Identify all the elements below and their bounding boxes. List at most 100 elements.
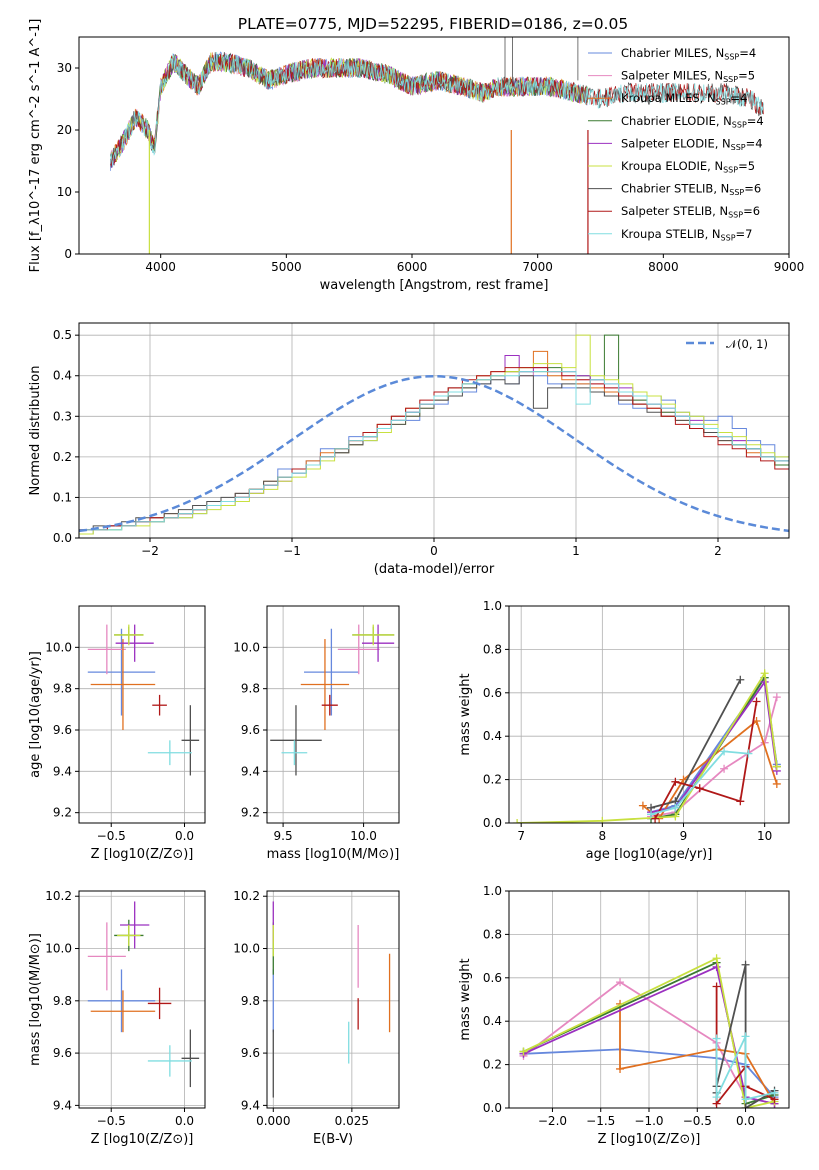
y-tick-label: 0.6: [483, 686, 502, 700]
x-tick-label: −1: [283, 544, 301, 558]
plot-area: [270, 624, 395, 776]
y-tick-label: 10.0: [45, 640, 72, 654]
axes-frame: [508, 605, 790, 824]
plot-area: [87, 624, 200, 776]
y-axis-label: Flux [f_λ10^-17 erg cm^-2 s^-1 A^-1]: [28, 19, 43, 273]
x-tick-label: 9.5: [274, 829, 293, 843]
legend-entry: Chabrier ELODIE, NSSP=4: [621, 114, 764, 130]
legend-sub: SSP: [724, 53, 739, 62]
y-tick-label: 9.4: [241, 764, 260, 778]
axes-frame: [266, 890, 400, 1109]
weight-marker-kroupa_stelib: [770, 1088, 779, 1097]
weight-marker-salpeter_stelib: [712, 982, 721, 991]
legend-n: =4: [746, 136, 763, 150]
weight-marker-salpeter_miles: [772, 693, 781, 702]
x-axis-label: wavelength [Angstrom, rest frame]: [320, 278, 549, 293]
chart-layer: 4000 5000 6000 7000 8000 90000102030Chabrier …: [28, 19, 805, 1147]
y-tick-label: 0.2: [483, 773, 502, 787]
x-tick-label: 10.0: [350, 829, 377, 843]
y-tick-label: 0.8: [483, 642, 502, 656]
weight-marker-kroupa_elodie: [598, 816, 607, 823]
axes-frame: [78, 322, 790, 539]
legend-entry: Kroupa MILES, NSSP=4: [621, 91, 747, 107]
y-tick-label: 9.4: [241, 1098, 260, 1112]
y-tick-label: 0.2: [53, 450, 72, 464]
y-tick-label: 0.1: [53, 490, 72, 504]
weight-marker-kroupa_elodie: [671, 812, 680, 821]
x-tick-label: −0.5: [97, 829, 126, 843]
weight-marker-kroupa_stelib: [741, 1095, 750, 1104]
legend-label: Kroupa STELIB, N: [621, 227, 721, 241]
y-tick-label: 0.2: [483, 1058, 502, 1072]
x-tick-label: −2: [141, 544, 159, 558]
weight-marker-kroupa_miles: [772, 779, 781, 788]
y-tick-label: 9.4: [53, 1098, 72, 1112]
weight-marker-chabrier_stelib: [741, 960, 750, 969]
legend-sub: SSP: [732, 120, 747, 129]
x-tick-label: 7000: [522, 260, 553, 274]
legend-label: Kroupa MILES, N: [621, 91, 716, 105]
y-axis-label: mass [log10(M/M⊙)]: [28, 933, 43, 1066]
weight-marker-kroupa_stelib: [712, 1034, 721, 1043]
plot-area: [513, 669, 781, 823]
x-tick-label: 7: [517, 829, 525, 843]
weight-marker-kroupa_elodie: [760, 669, 769, 678]
legend-entry: Kroupa STELIB, NSSP=7: [621, 227, 752, 243]
weight-marker-kroupa_miles: [616, 1064, 625, 1073]
legend-label: Salpeter STELIB, N: [621, 204, 728, 218]
histogram-salpeter_elodie: [79, 354, 789, 538]
legend-label: Kroupa ELODIE, N: [621, 159, 723, 173]
legend-entry: Salpeter STELIB, NSSP=6: [621, 204, 760, 220]
axes-frame: [78, 36, 790, 255]
y-tick-label: 10: [57, 185, 72, 199]
legend-label: Salpeter ELODIE, N: [621, 136, 731, 150]
weight-marker-salpeter_stelib: [671, 777, 680, 786]
legend-entry: Salpeter MILES, NSSP=5: [621, 69, 755, 85]
plot-area: [272, 901, 391, 1098]
x-axis-label: age [log10(age/yr)]: [586, 847, 713, 862]
axes-frame: [78, 890, 206, 1109]
weight-line-chabrier_elodie: [650, 675, 778, 820]
legend-entry: Chabrier STELIB, NSSP=6: [621, 182, 761, 198]
x-axis-label: mass [log10(M/M⊙)]: [267, 847, 400, 862]
y-tick-label: 10.2: [233, 889, 260, 903]
legend-n: =4: [731, 91, 748, 105]
legend: 𝒩(0, 1): [686, 337, 768, 351]
weight-marker-kroupa_stelib: [741, 1032, 750, 1041]
gaussian-curve: [79, 374, 789, 533]
legend-entry: Salpeter ELODIE, NSSP=4: [621, 136, 763, 152]
y-tick-label: 10.2: [45, 889, 72, 903]
y-tick-label: 9.6: [241, 723, 260, 737]
chart-age_vs_z: −0.5 0.0 9.2 9.4 9.6 9.8 10.0 Z [log10(Z/Z⊙)] ag…: [28, 605, 206, 862]
y-tick-label: 20: [57, 123, 72, 137]
y-tick-label: 0.0: [483, 1101, 502, 1115]
y-axis-label: mass weight: [458, 673, 473, 755]
y-tick-label: 10.0: [45, 942, 72, 956]
x-tick-label: 5000: [271, 260, 302, 274]
y-tick-label: 9.6: [53, 723, 72, 737]
weight-marker-salpeter_stelib: [736, 797, 745, 806]
chart-weight_vs_z: −2.0 −1.5 −1.0 −0.5 0.0 0.0 0.2 0.4 0.6 0.8 1.0 Z […: [458, 884, 790, 1147]
x-tick-label: 8000: [648, 260, 679, 274]
legend-n: =4: [747, 114, 764, 128]
weight-marker-salpeter_miles: [616, 978, 625, 987]
weight-marker-kroupa_elodie: [712, 954, 721, 963]
legend-n: =6: [743, 204, 760, 218]
weight-marker-salpeter_miles: [720, 764, 729, 773]
y-tick-label: 9.8: [241, 994, 260, 1008]
x-tick-label: 9000: [774, 260, 805, 274]
legend-n: =6: [744, 182, 761, 196]
legend-n: =5: [738, 69, 755, 83]
weight-marker-kroupa_stelib: [671, 803, 680, 812]
y-tick-label: 9.8: [53, 994, 72, 1008]
x-tick-label: 4000: [145, 260, 176, 274]
legend-label: Salpeter MILES, N: [621, 69, 723, 83]
legend-entry: Chabrier MILES, NSSP=4: [621, 46, 756, 62]
y-tick-label: 9.4: [53, 764, 72, 778]
x-axis-label: Z [log10(Z/Z⊙)]: [91, 1132, 194, 1147]
x-tick-label: 0.000: [256, 1114, 290, 1128]
weight-marker-salpeter_stelib: [651, 814, 660, 823]
x-tick-label: 1: [572, 544, 580, 558]
